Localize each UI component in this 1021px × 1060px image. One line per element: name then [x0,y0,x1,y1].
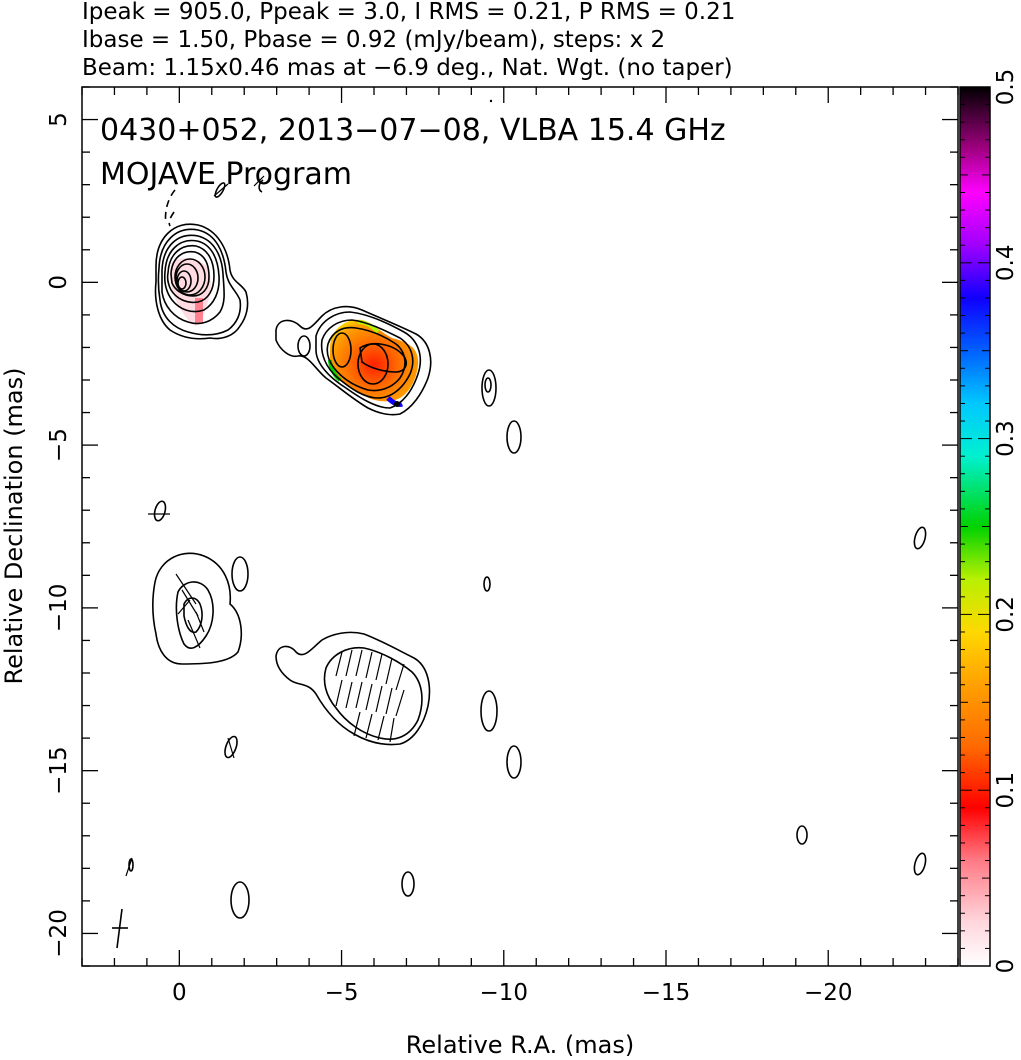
y-tick-label: 0 [46,275,72,290]
map-layer [112,99,927,949]
x-axis-label: Relative R.A. (mas) [406,1031,634,1059]
y-tick-label: −5 [46,428,72,462]
y-tick-label: −10 [46,584,72,633]
colorbar-tick-label: 0.1 [993,772,1019,809]
x-tick-label: −10 [480,980,529,1006]
colorbar-ticks: 0 0.1 0.2 0.3 0.4 0.5 [960,69,1019,974]
header-base-levels: Ibase = 1.50, Pbase = 0.92 (mJy/beam), s… [82,27,665,53]
colorbar-tick-label: 0.2 [993,596,1019,633]
y-tick-label: −15 [46,746,72,795]
plot-title-source: 0430+052, 2013−07−08, VLBA 15.4 GHz [100,113,726,148]
x-tick-label: −5 [325,980,359,1006]
header-peaks: Ipeak = 905.0, Ppeak = 3.0, I RMS = 0.21… [82,0,735,25]
axis-ticks: 0 −5 −10 −15 −20 5 0 −5 −10 −15 −20 [46,86,959,1006]
stray-point [489,99,493,103]
evpa-vectors [125,175,405,877]
pol-intensity-contours [152,552,431,746]
colorbar-tick-label: 0.3 [993,420,1019,457]
beam-marker [112,908,128,949]
plot-frame [81,86,959,967]
x-tick-label: −15 [642,980,691,1006]
jet-polarization-fill [330,319,419,402]
isolated-contours [128,179,927,919]
plot-title-program: MOJAVE Program [100,157,352,192]
x-tick-label: −20 [804,980,853,1006]
colorbar-tick-label: 0 [993,959,1019,974]
y-axis-label: Relative Declination (mas) [0,367,28,684]
jet-contours [275,305,432,416]
colorbar-tick-label: 0.5 [993,69,1019,106]
y-tick-label: 5 [46,112,72,127]
core-contours [154,223,249,340]
y-tick-label: −20 [46,909,72,958]
header-beam: Beam: 1.15x0.46 mas at −6.9 deg., Nat. W… [82,55,733,81]
x-tick-label: 0 [172,980,187,1006]
colorbar-tick-label: 0.4 [993,245,1019,282]
